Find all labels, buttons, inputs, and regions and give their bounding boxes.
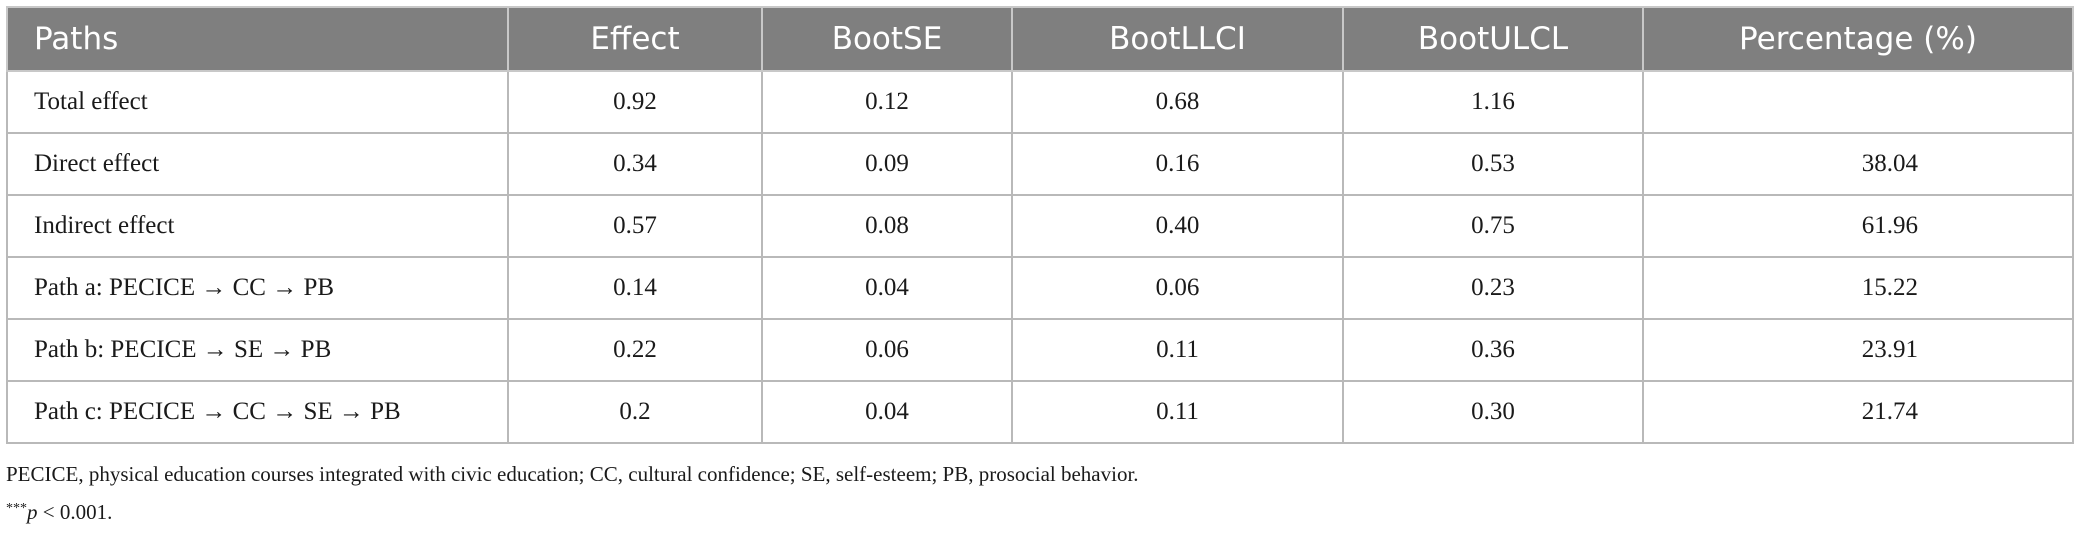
cell-effect: 0.57	[507, 194, 763, 258]
cell-path: Path b: PECICE → SE → PB	[6, 318, 509, 382]
cell-bootllci: 0.06	[1011, 256, 1344, 320]
table-row: Direct effect 0.34 0.09 0.16 0.53 38.04	[6, 132, 2074, 196]
table-body: Total effect 0.92 0.12 0.68 1.16 Direct …	[6, 70, 2074, 444]
cell-effect: 0.22	[507, 318, 763, 382]
cell-bootllci: 0.68	[1011, 70, 1344, 134]
cell-bootulcl: 0.75	[1342, 194, 1644, 258]
cell-bootulcl: 1.16	[1342, 70, 1644, 134]
table-row: Total effect 0.92 0.12 0.68 1.16	[6, 70, 2074, 134]
significance-stars: ***	[6, 501, 27, 516]
cell-bootse: 0.12	[761, 70, 1013, 134]
cell-bootulcl: 0.53	[1342, 132, 1644, 196]
table-row: Indirect effect 0.57 0.08 0.40 0.75 61.9…	[6, 194, 2074, 258]
cell-effect: 0.34	[507, 132, 763, 196]
cell-path: Direct effect	[6, 132, 509, 196]
table-row: Path c: PECICE → CC → SE → PB 0.2 0.04 0…	[6, 380, 2074, 444]
cell-effect: 0.92	[507, 70, 763, 134]
header-bootulcl: BootULCL	[1342, 6, 1644, 72]
cell-effect: 0.2	[507, 380, 763, 444]
abbreviations-footnote: PECICE, physical education courses integ…	[6, 462, 1139, 486]
cell-bootllci: 0.11	[1011, 318, 1344, 382]
table-row: Path a: PECICE → CC → PB 0.14 0.04 0.06 …	[6, 256, 2074, 320]
header-paths: Paths	[6, 6, 509, 72]
cell-bootse: 0.04	[761, 256, 1013, 320]
cell-percentage: 15.22	[1642, 256, 2074, 320]
cell-bootllci: 0.40	[1011, 194, 1344, 258]
cell-path: Total effect	[6, 70, 509, 134]
significance-p-symbol: p	[27, 500, 38, 524]
table-header: Paths Effect BootSE BootLLCI BootULCL Pe…	[6, 6, 2074, 72]
cell-bootulcl: 0.30	[1342, 380, 1644, 444]
mediation-effects-table-container: Paths Effect BootSE BootLLCI BootULCL Pe…	[6, 6, 2074, 444]
cell-path: Indirect effect	[6, 194, 509, 258]
header-bootse: BootSE	[761, 6, 1013, 72]
cell-percentage: 38.04	[1642, 132, 2074, 196]
cell-bootse: 0.04	[761, 380, 1013, 444]
cell-bootse: 0.09	[761, 132, 1013, 196]
header-effect: Effect	[507, 6, 763, 72]
cell-effect: 0.14	[507, 256, 763, 320]
cell-percentage: 61.96	[1642, 194, 2074, 258]
table-row: Path b: PECICE → SE → PB 0.22 0.06 0.11 …	[6, 318, 2074, 382]
significance-threshold: < 0.001.	[37, 500, 113, 524]
header-percentage: Percentage (%)	[1642, 6, 2074, 72]
cell-bootse: 0.08	[761, 194, 1013, 258]
significance-footnote: ***p < 0.001.	[6, 500, 112, 525]
cell-bootse: 0.06	[761, 318, 1013, 382]
cell-percentage	[1642, 70, 2074, 134]
cell-bootllci: 0.11	[1011, 380, 1344, 444]
cell-path: Path a: PECICE → CC → PB	[6, 256, 509, 320]
cell-bootulcl: 0.36	[1342, 318, 1644, 382]
cell-percentage: 23.91	[1642, 318, 2074, 382]
cell-percentage: 21.74	[1642, 380, 2074, 444]
header-bootllci: BootLLCI	[1011, 6, 1344, 72]
mediation-effects-table: Paths Effect BootSE BootLLCI BootULCL Pe…	[6, 6, 2074, 444]
header-row: Paths Effect BootSE BootLLCI BootULCL Pe…	[6, 6, 2074, 72]
cell-path: Path c: PECICE → CC → SE → PB	[6, 380, 509, 444]
cell-bootulcl: 0.23	[1342, 256, 1644, 320]
cell-bootllci: 0.16	[1011, 132, 1344, 196]
